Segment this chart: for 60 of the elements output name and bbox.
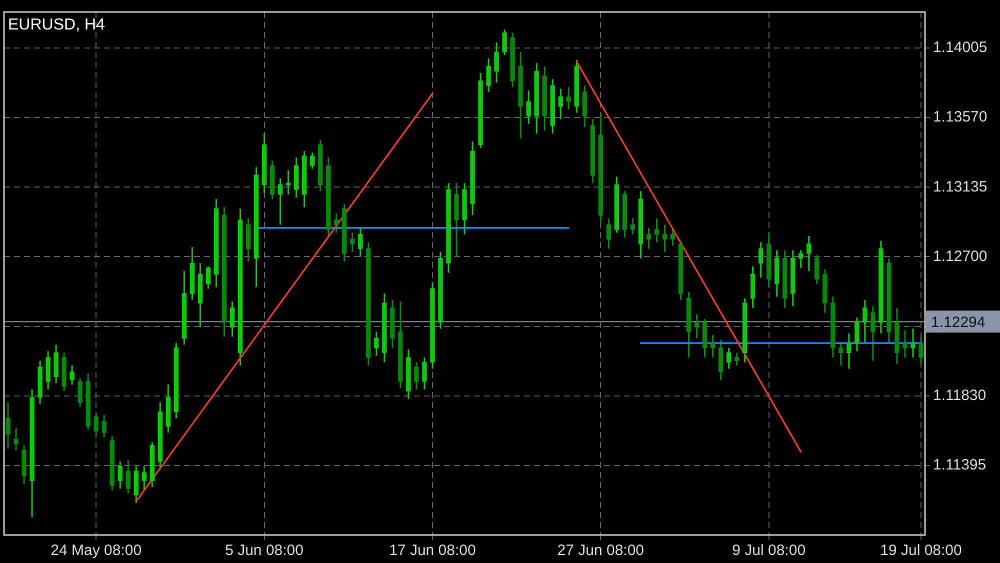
x-tick-label: 24 May 08:00 xyxy=(50,542,142,560)
candlestick xyxy=(334,212,339,234)
y-tick-label: 1.13570 xyxy=(933,108,988,126)
candlestick xyxy=(486,58,491,93)
candlestick xyxy=(758,242,764,278)
candlestick xyxy=(726,347,732,370)
candlestick xyxy=(230,300,235,338)
candlestick xyxy=(862,299,868,344)
x-tick-label: 9 Jul 08:00 xyxy=(732,542,806,560)
candlestick xyxy=(606,218,611,250)
candlestick xyxy=(374,331,379,357)
candlestick xyxy=(102,414,106,438)
candlestick xyxy=(310,152,315,170)
candlestick xyxy=(206,266,211,290)
candlestick xyxy=(70,364,74,386)
candlestick xyxy=(558,88,563,120)
candlestick xyxy=(502,28,507,56)
y-tick-label: 1.14005 xyxy=(933,39,988,56)
candlestick xyxy=(6,402,10,450)
candlestick xyxy=(710,334,716,358)
candlestick xyxy=(806,235,812,272)
candlestick xyxy=(846,332,852,370)
candlestick xyxy=(14,427,18,451)
x-tick-label: 19 Jul 08:00 xyxy=(880,542,962,560)
candlestick xyxy=(126,459,130,494)
x-tick-label: 27 Jun 08:00 xyxy=(557,542,644,560)
chart-title: EURUSD, H4 xyxy=(8,16,106,34)
candlestick xyxy=(566,86,571,110)
candlestick xyxy=(414,362,419,390)
candlestick xyxy=(910,328,916,358)
candlestick xyxy=(494,42,499,84)
y-tick-label: 1.12700 xyxy=(933,248,988,265)
y-tick-label: 1.13135 xyxy=(933,178,988,196)
candlestick xyxy=(918,336,924,365)
x-tick-label: 5 Jun 08:00 xyxy=(225,542,304,560)
candlestick xyxy=(142,465,146,491)
candlestick xyxy=(422,356,427,390)
candlestick xyxy=(630,218,636,236)
candlestick xyxy=(526,90,531,125)
candlestick xyxy=(854,316,860,352)
candlestick xyxy=(358,227,363,258)
candlestick xyxy=(870,306,876,362)
candlestick xyxy=(694,314,700,340)
candlestick xyxy=(902,330,908,358)
candlestick xyxy=(734,352,740,366)
candlestick xyxy=(94,412,98,437)
candlestick xyxy=(278,178,283,226)
x-tick-label: 17 Jun 08:00 xyxy=(389,542,476,560)
candlestick xyxy=(654,218,660,244)
candlestick xyxy=(814,254,820,285)
y-tick-label: 1.11395 xyxy=(933,456,986,474)
ref-line-label: 1.12294 xyxy=(931,314,986,331)
candlestick xyxy=(838,342,844,366)
candlestick xyxy=(78,378,82,408)
candlestick xyxy=(646,227,652,250)
candlestick xyxy=(798,250,804,269)
candlestick xyxy=(662,224,668,253)
y-tick-label: 1.11830 xyxy=(933,386,986,404)
candlestick xyxy=(670,227,676,246)
candlestick xyxy=(118,460,122,490)
